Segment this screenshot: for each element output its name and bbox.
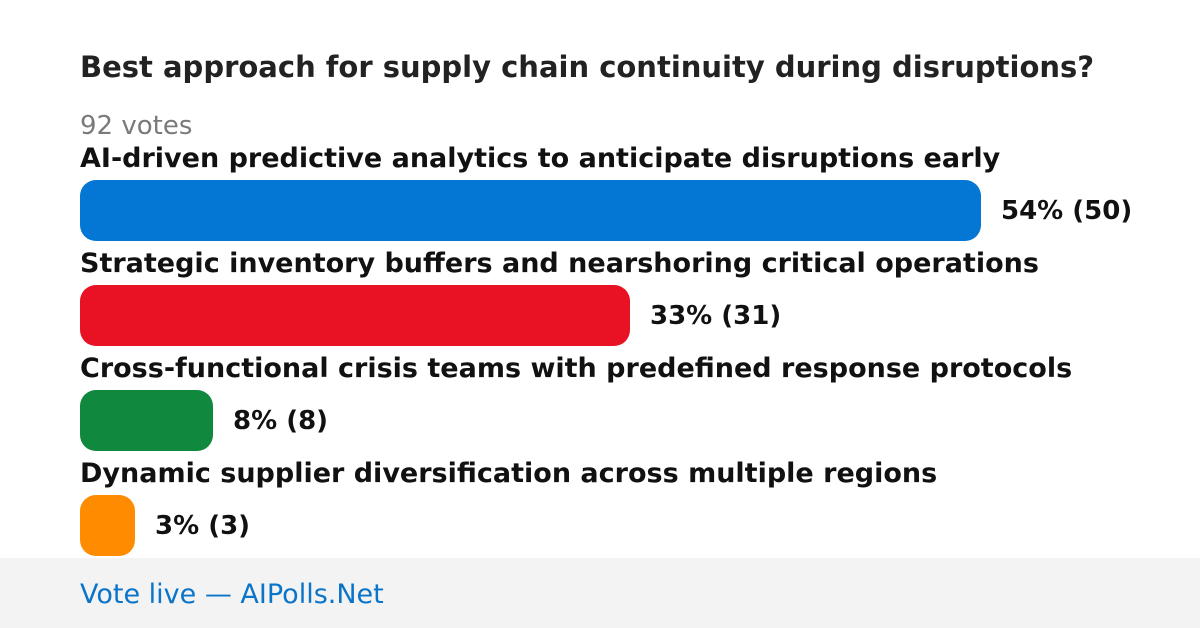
poll-option[interactable]: Dynamic supplier diversification across … [80, 457, 1180, 562]
poll-option[interactable]: Cross-functional crisis teams with prede… [80, 352, 1180, 457]
option-value-label: 54% (50) [1001, 195, 1133, 226]
option-value-label: 3% (3) [155, 510, 251, 541]
vote-count: 92 votes [80, 111, 193, 141]
option-value-label: 8% (8) [233, 405, 329, 436]
poll-option[interactable]: Strategic inventory buffers and nearshor… [80, 247, 1180, 352]
option-label: Dynamic supplier diversification across … [80, 458, 938, 489]
footer-bar: Vote live — AIPolls.Net [0, 558, 1200, 628]
option-bar [80, 390, 213, 451]
option-bar-row: 3% (3) [80, 495, 250, 556]
option-label: Strategic inventory buffers and nearshor… [80, 248, 1039, 279]
option-value-label: 33% (31) [650, 300, 782, 331]
poll-options: AI-driven predictive analytics to antici… [80, 142, 1180, 562]
poll-option[interactable]: AI-driven predictive analytics to antici… [80, 142, 1180, 247]
vote-live-link[interactable]: Vote live — AIPolls.Net [80, 579, 384, 610]
option-bar [80, 180, 981, 241]
poll-title: Best approach for supply chain continuit… [80, 50, 1095, 84]
option-bar-row: 8% (8) [80, 390, 328, 451]
option-label: Cross-functional crisis teams with prede… [80, 353, 1073, 384]
option-bar [80, 285, 630, 346]
option-bar-row: 54% (50) [80, 180, 1132, 241]
option-bar-row: 33% (31) [80, 285, 781, 346]
option-label: AI-driven predictive analytics to antici… [80, 143, 1001, 174]
option-bar [80, 495, 135, 556]
